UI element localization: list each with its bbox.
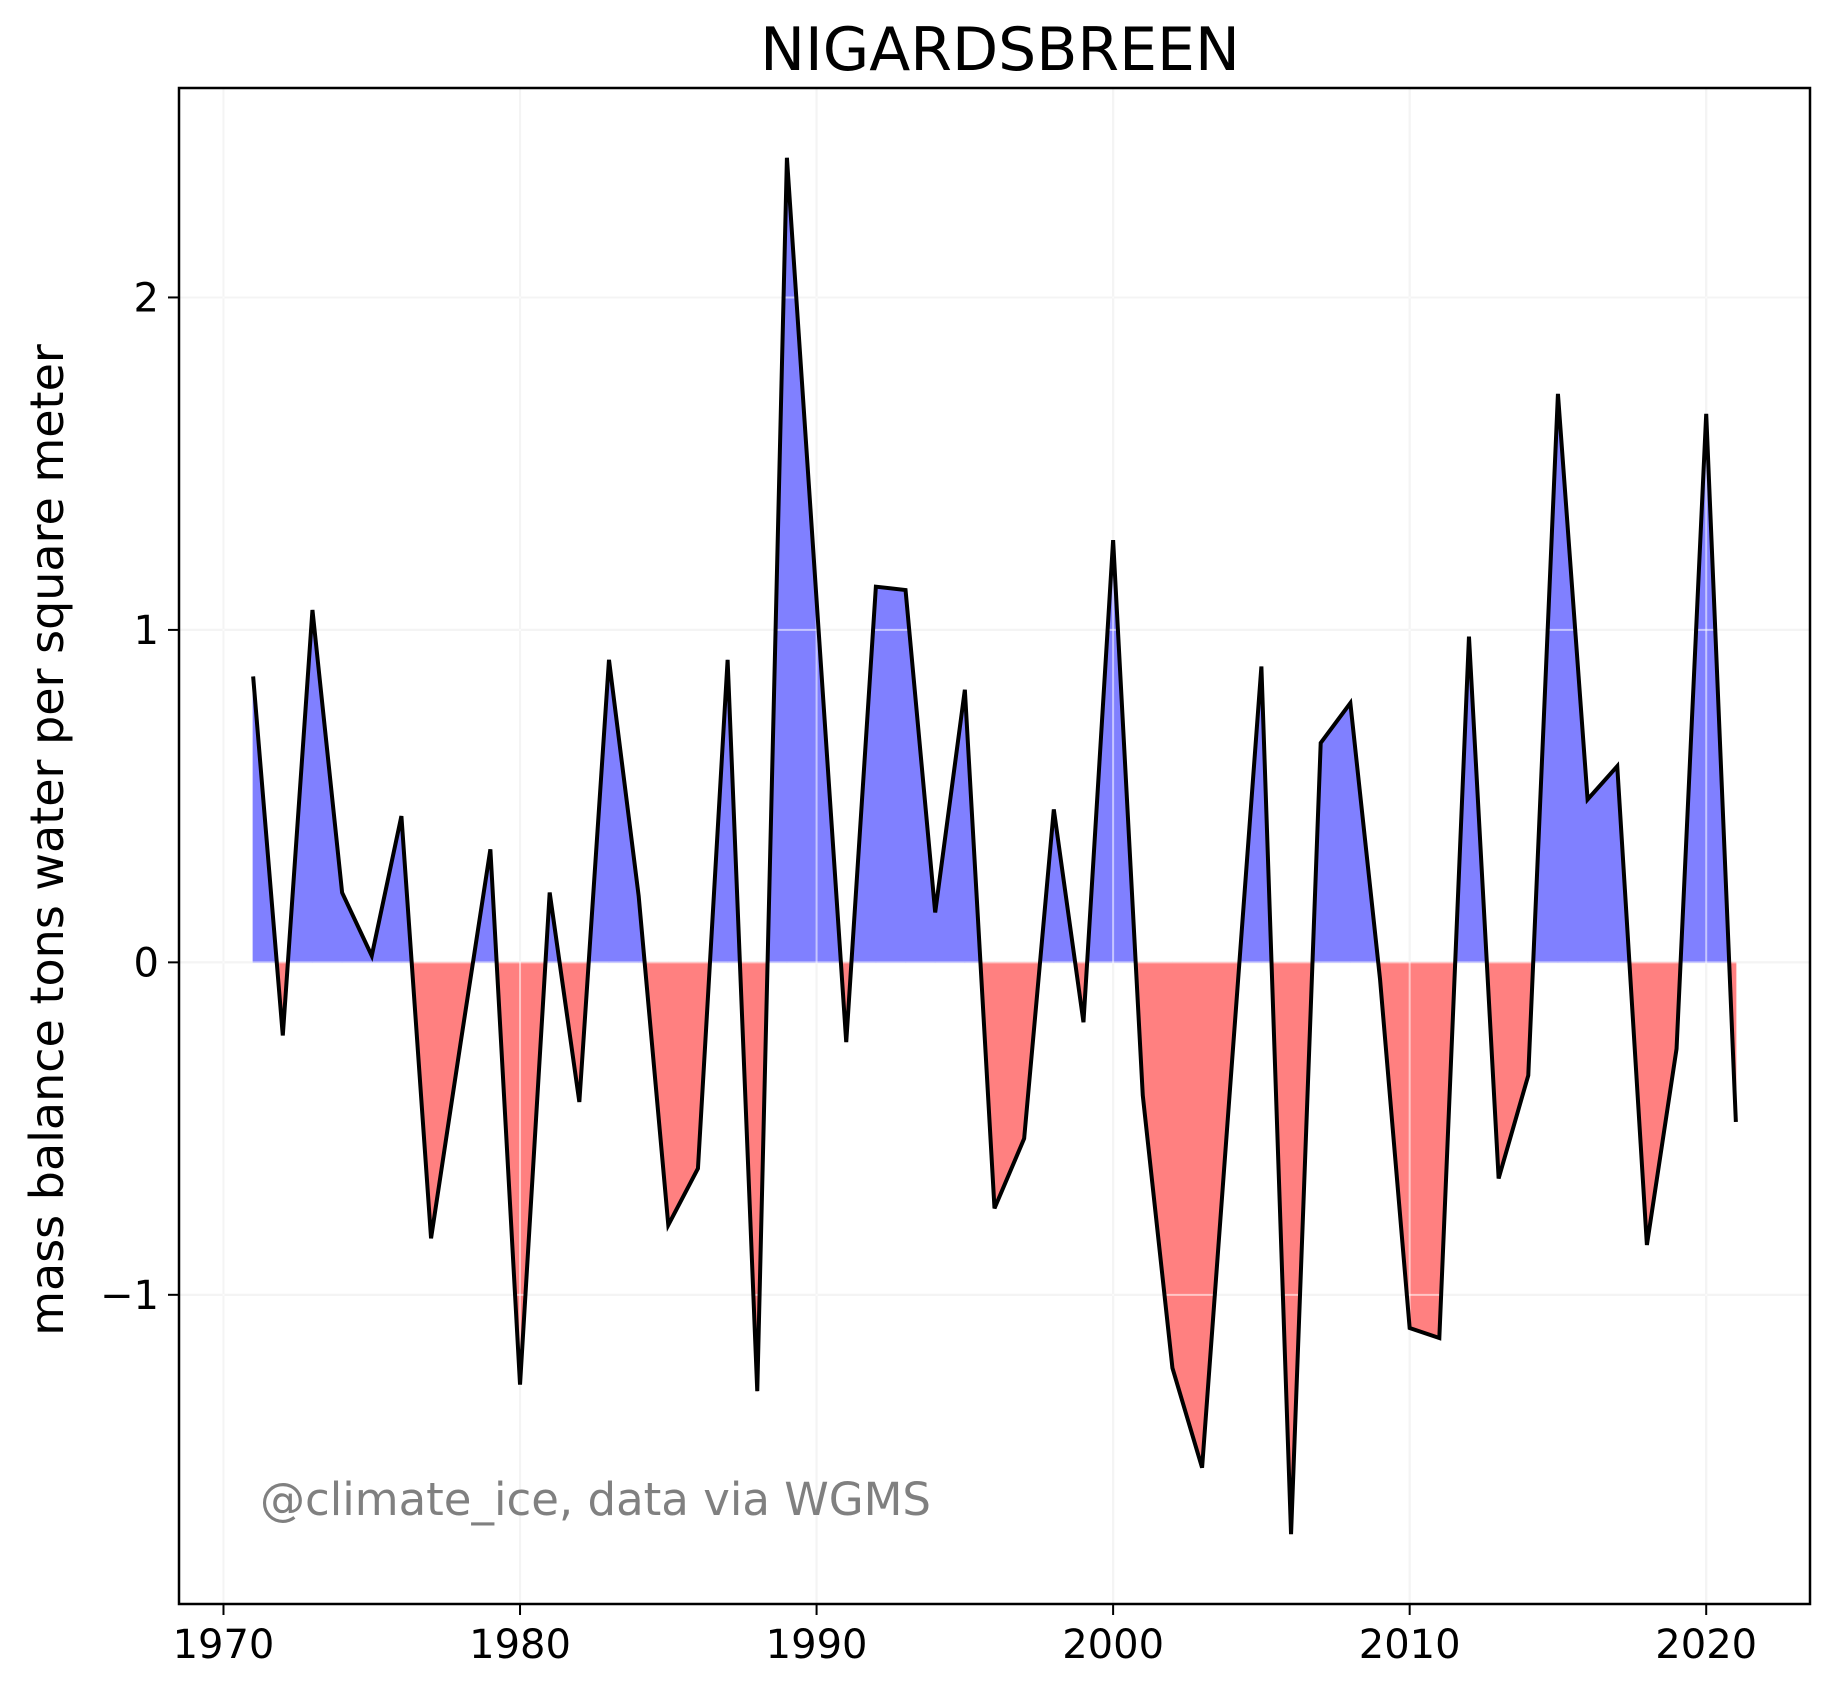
- x-tick-label: 2010: [1359, 1622, 1461, 1668]
- area-fill-segment: [1498, 961, 1529, 1179]
- chart-title: NIGARDSBREEN: [760, 15, 1240, 85]
- area-fill-segment: [1409, 961, 1440, 1339]
- area-fill-segment: [667, 961, 699, 1226]
- area-fill-segment: [1142, 961, 1173, 1369]
- area-fill-segment: [1171, 961, 1203, 1468]
- y-tick-label: 2: [134, 275, 159, 321]
- x-tick-label: 2020: [1655, 1622, 1757, 1668]
- x-tick-label: 1990: [766, 1622, 868, 1668]
- plot-frame: [177, 86, 1812, 1606]
- area-fill-segment: [1320, 701, 1351, 963]
- x-tick-label: 1980: [469, 1622, 571, 1668]
- x-tick-label: 2000: [1062, 1622, 1164, 1668]
- series-line-layer: [251, 157, 1738, 1535]
- y-axis-label: mass balance tons water per square meter: [20, 344, 74, 1336]
- x-tick-label: 1970: [173, 1622, 275, 1668]
- attribution-annotation: @climate_ice, data via WGMS: [260, 1473, 931, 1526]
- y-tick-label: −1: [100, 1273, 159, 1319]
- series-line: [251, 157, 1738, 1535]
- area-fill-segment: [875, 586, 907, 963]
- axis-ticks: 1970 1980 1990 2000 2010 2020 −1 0 1 2: [100, 275, 1757, 1668]
- y-tick-label: 0: [134, 940, 159, 986]
- area-fills: [179, 88, 1810, 1604]
- y-tick-label: 1: [134, 608, 159, 654]
